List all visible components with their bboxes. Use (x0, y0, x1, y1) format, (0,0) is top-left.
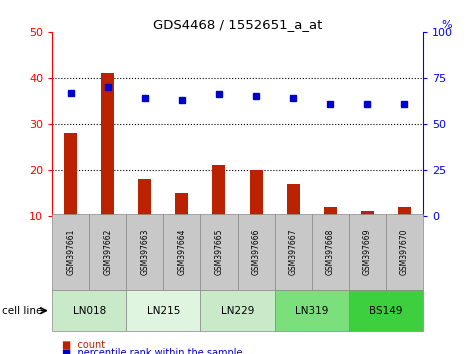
Bar (175, 193, 189, 262)
Text: GSM397661: GSM397661 (66, 229, 75, 275)
Text: BS149: BS149 (369, 306, 402, 316)
Bar (398, 207, 411, 262)
Text: GSM397664: GSM397664 (178, 229, 186, 275)
Bar (138, 179, 152, 262)
Bar (323, 207, 337, 262)
Bar (361, 211, 374, 262)
Text: GSM397663: GSM397663 (141, 229, 149, 275)
Title: GDS4468 / 1552651_a_at: GDS4468 / 1552651_a_at (153, 18, 322, 31)
Text: LN229: LN229 (221, 306, 254, 316)
Text: %: % (441, 20, 452, 30)
Bar (286, 184, 300, 262)
Bar (212, 165, 226, 262)
Text: LN319: LN319 (295, 306, 328, 316)
Text: GSM397670: GSM397670 (400, 229, 408, 275)
Text: LN018: LN018 (73, 306, 106, 316)
Text: GSM397667: GSM397667 (289, 229, 297, 275)
Bar (64, 133, 77, 262)
Bar (101, 73, 114, 262)
Text: GSM397665: GSM397665 (215, 229, 223, 275)
Text: GSM397668: GSM397668 (326, 229, 334, 275)
Text: GSM397669: GSM397669 (363, 229, 371, 275)
Bar (249, 170, 263, 262)
Text: GSM397666: GSM397666 (252, 229, 260, 275)
Text: ■  count: ■ count (62, 340, 105, 350)
Text: LN215: LN215 (147, 306, 180, 316)
Text: cell line: cell line (2, 306, 43, 316)
Text: ■  percentile rank within the sample: ■ percentile rank within the sample (62, 348, 242, 354)
Text: GSM397662: GSM397662 (104, 229, 112, 275)
